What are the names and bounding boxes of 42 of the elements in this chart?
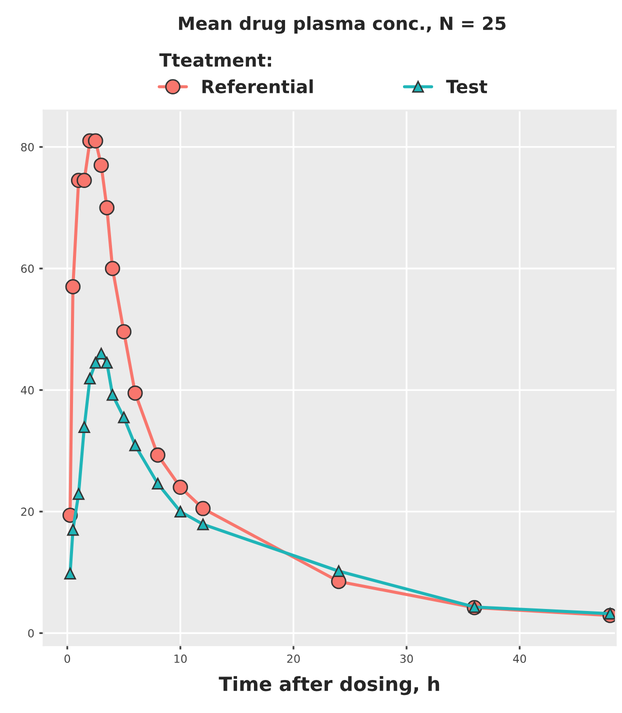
point <box>174 506 186 518</box>
legend-label: Referential <box>202 79 313 94</box>
point <box>67 524 79 536</box>
point <box>78 421 90 434</box>
point <box>76 172 92 188</box>
point <box>90 356 102 369</box>
point <box>172 480 188 495</box>
point <box>195 500 211 516</box>
point <box>99 200 115 216</box>
y-tick-label: 80 <box>21 142 34 152</box>
point <box>332 565 345 578</box>
x-tick-label: 30 <box>400 654 413 663</box>
legend-title: Tteatment: <box>159 53 272 67</box>
point <box>88 133 104 149</box>
point <box>152 478 164 490</box>
point <box>129 439 142 452</box>
point <box>94 158 109 173</box>
y-tick-label: 60 <box>21 264 34 273</box>
x-axis-title: Time after dosing, h <box>218 676 440 696</box>
y-tick-label: 0 <box>28 629 34 638</box>
y-tick-label: 40 <box>20 386 34 394</box>
legend-label: Test <box>446 80 488 94</box>
point <box>95 348 108 360</box>
x-tick-label: 40 <box>513 654 526 663</box>
point <box>64 568 76 580</box>
point <box>128 385 143 401</box>
x-tick-label: 10 <box>174 654 187 663</box>
point <box>116 324 132 340</box>
point <box>100 356 113 369</box>
y-tick-label: 20 <box>21 508 34 516</box>
point <box>84 372 96 384</box>
point <box>106 389 118 401</box>
chart-title: Mean drug plasma conc., N = 25 <box>179 16 506 34</box>
x-tick-label: 0 <box>64 654 70 663</box>
point <box>65 279 81 294</box>
x-tick-label: 20 <box>287 654 300 663</box>
point <box>104 260 120 276</box>
point <box>72 488 84 500</box>
point <box>604 608 616 620</box>
point <box>150 447 166 463</box>
point <box>118 411 130 424</box>
point <box>197 518 209 530</box>
